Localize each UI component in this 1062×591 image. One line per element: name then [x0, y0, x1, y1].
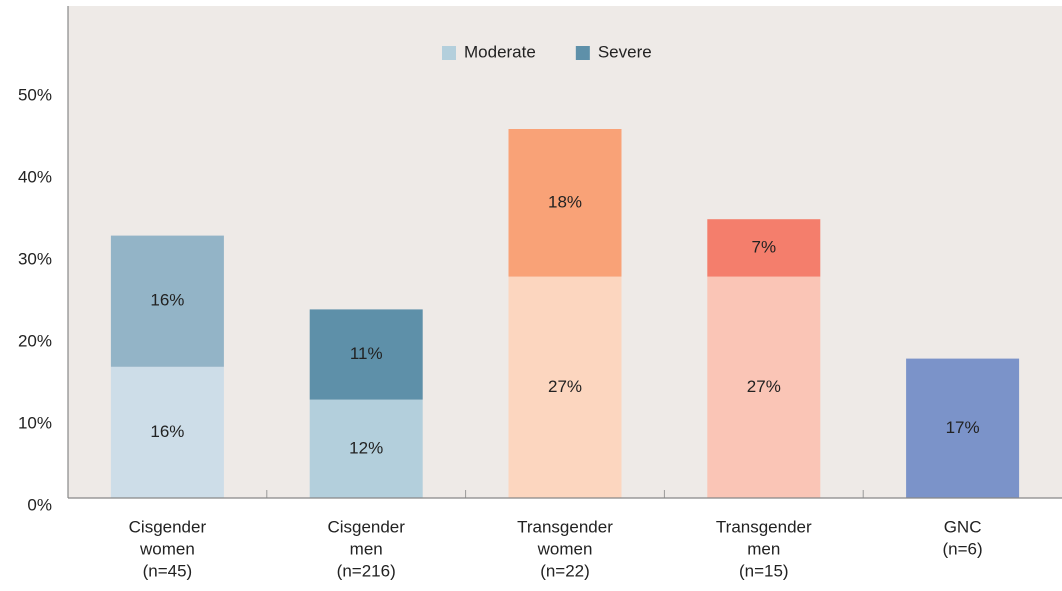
- y-tick-label: 20%: [18, 331, 52, 350]
- x-tick-label: (n=45): [143, 561, 193, 580]
- value-label: 27%: [747, 377, 781, 396]
- y-tick-label: 50%: [18, 85, 52, 104]
- bar-segment: [309, 399, 423, 498]
- x-tick-label: (n=6): [943, 539, 983, 558]
- legend-swatch: [442, 46, 456, 60]
- x-tick-label: Cisgender: [129, 517, 207, 536]
- x-tick-label: Transgender: [517, 517, 613, 536]
- x-tick-label: women: [139, 539, 195, 558]
- x-tick-label: men: [747, 539, 780, 558]
- value-label: 16%: [150, 422, 184, 441]
- x-tick-label: Cisgender: [327, 517, 405, 536]
- x-tick-label: men: [350, 539, 383, 558]
- bar-segment: [906, 358, 1020, 498]
- value-label: 17%: [946, 418, 980, 437]
- y-tick-label: 30%: [18, 249, 52, 268]
- value-label: 18%: [548, 192, 582, 211]
- y-tick-label: 40%: [18, 167, 52, 186]
- bar-segment: [508, 129, 622, 277]
- bar-segment: [508, 276, 622, 498]
- x-tick-label: GNC: [944, 517, 982, 536]
- x-tick-label: (n=22): [540, 561, 590, 580]
- legend-swatch: [575, 46, 590, 60]
- x-tick-label: (n=216): [337, 561, 396, 580]
- bar-segment: [110, 366, 224, 498]
- x-tick-label: Transgender: [716, 517, 812, 536]
- value-label: 27%: [548, 377, 582, 396]
- value-label: 11%: [350, 344, 383, 363]
- bar-segment: [707, 276, 821, 498]
- y-tick-label: 10%: [18, 413, 52, 432]
- y-tick-label: 0%: [27, 495, 52, 514]
- x-tick-label: women: [537, 539, 593, 558]
- bar-segment: [309, 309, 423, 400]
- value-label: 12%: [349, 438, 383, 457]
- bar-segment: [110, 235, 224, 367]
- x-tick-label: (n=15): [739, 561, 789, 580]
- value-label: 7%: [752, 237, 777, 256]
- value-label: 16%: [150, 291, 184, 310]
- legend-label: Severe: [598, 42, 652, 61]
- bar-segment: [707, 219, 821, 277]
- legend-label: Moderate: [464, 42, 536, 61]
